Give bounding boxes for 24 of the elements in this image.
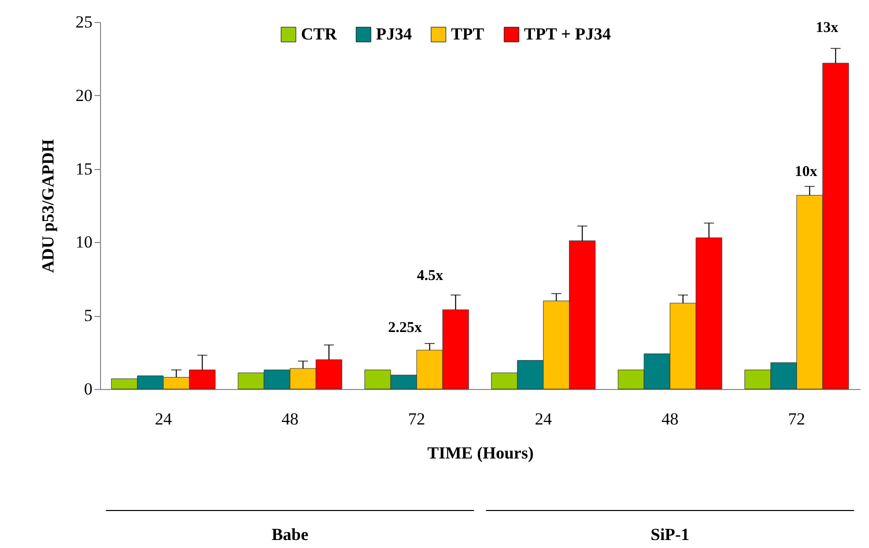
legend-label: PJ34: [376, 24, 412, 44]
x-tick-label: 48: [282, 410, 298, 428]
text: SiP-1: [650, 525, 690, 545]
x-tick-label: 72: [788, 410, 806, 428]
x-tick-label: 48: [662, 410, 678, 428]
x-tick-label: 72: [408, 410, 426, 428]
y-tick-label: 15: [76, 159, 92, 178]
y-tick-label: 25: [76, 12, 92, 32]
x-tick-label: 24: [154, 410, 172, 428]
x-tick-label: 24: [534, 410, 552, 428]
y-tick-label: 10: [76, 232, 92, 252]
legend-label: TPT + PJ34: [524, 24, 612, 44]
annotation: 10x: [794, 164, 818, 180]
x-axis-title: TIME (Hours): [427, 444, 534, 462]
annotation: 13x: [816, 20, 838, 36]
y-tick-label: 0: [84, 380, 92, 398]
legend-label: CTR: [301, 24, 338, 44]
annotation: 2.25x: [388, 320, 422, 336]
legend-label: TPT: [451, 24, 485, 44]
y-axis-title: ADU p53/GAPDH: [38, 139, 58, 273]
annotation: 4.5x: [416, 268, 444, 284]
text: Babe: [270, 525, 310, 545]
y-tick-label: 20: [76, 86, 92, 105]
y-tick-label: 5: [84, 306, 92, 326]
